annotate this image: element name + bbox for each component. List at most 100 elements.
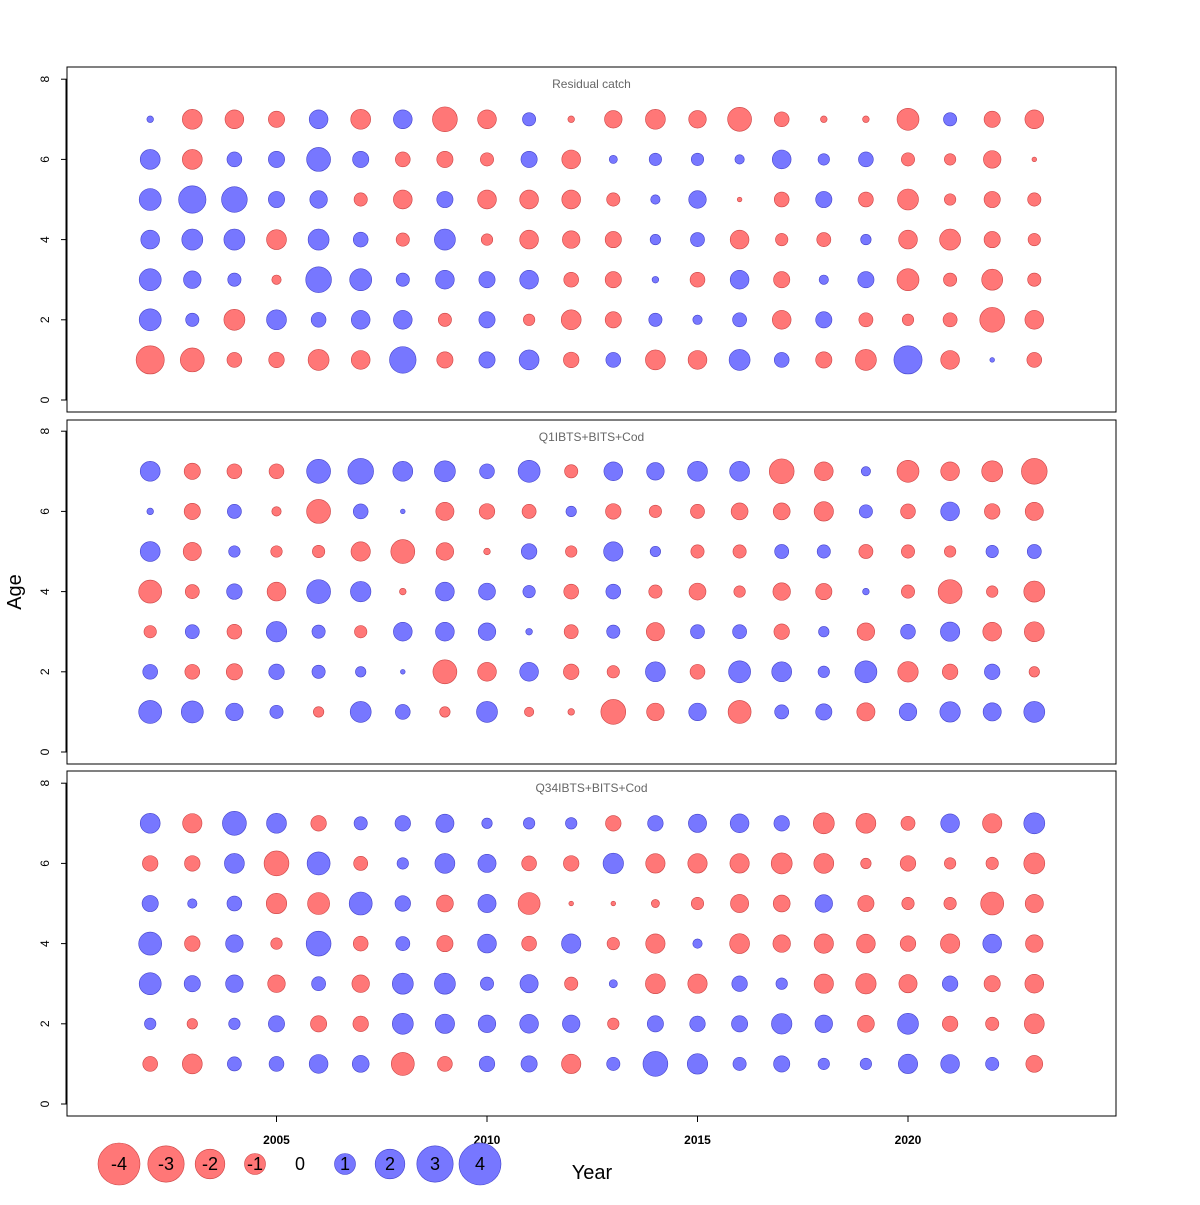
bubble-positive [226,583,243,600]
bubble-negative [183,502,201,520]
bubble-negative [182,109,203,130]
bubble-negative [980,891,1005,916]
bubble-negative [770,852,793,875]
bubble-positive [226,151,243,168]
bubble-negative [729,933,750,954]
bubble-negative [483,547,491,556]
bubble-negative [944,193,957,206]
bubble-positive [138,972,162,996]
bubble-negative [813,501,834,522]
bubble-positive [139,149,161,170]
bubble-positive [859,1057,872,1070]
bubble-negative [266,229,287,250]
bubble-negative [223,308,246,331]
bubble-negative [519,229,539,250]
legend-label: -3 [158,1154,174,1174]
y-tick-label: 0 [38,396,52,403]
bubble-negative [567,708,575,716]
bubble-positive [183,270,202,289]
bubble-positive [690,232,705,247]
bubble-positive [395,272,410,287]
bubble-positive [729,270,750,290]
bubble-negative [942,1015,959,1032]
bubble-positive [898,1053,918,1074]
x-tick-label: 2015 [684,1133,711,1147]
bubble-positive [435,581,455,602]
bubble-positive [139,541,161,562]
bubble-positive [521,543,538,560]
bubble-positive [858,151,874,168]
bubble-negative [436,351,454,369]
bubble-negative [733,585,746,598]
bubble-negative [606,665,620,679]
bubble-negative [480,152,494,167]
bubble-negative [983,150,1002,169]
bubble-negative [772,894,791,913]
bubble-positive [814,1014,833,1033]
bubble-negative [645,349,666,371]
bubble-positive [222,811,247,836]
legend-label: 0 [295,1154,305,1174]
bubble-positive [731,1015,749,1033]
bubble-negative [736,196,743,203]
bubble-negative [687,350,708,370]
bubble-positive [605,352,622,368]
y-tick-label: 8 [38,428,52,435]
bubble-negative [435,502,455,521]
bubble-negative [1025,1055,1044,1073]
legend-bubble [458,1142,502,1186]
bubble-positive [227,1056,242,1072]
bubble-negative [561,189,581,210]
bubble-negative [727,107,752,132]
bubble-negative [942,663,959,680]
bubble-positive [647,815,664,832]
bubble-positive [225,934,244,953]
bubble-negative [437,1056,453,1072]
bubble-positive [814,894,833,913]
bubble-negative [942,312,958,328]
bubble-negative [226,623,243,640]
bubble-positive [400,508,406,515]
bubble-positive [728,349,751,371]
bubble-positive [352,150,370,168]
bubble-negative [901,313,915,326]
bubble-positive [393,109,413,129]
bubble-negative [524,706,535,717]
bubble-positive [690,152,705,166]
bubble-negative [944,545,957,558]
bubble-positive [393,310,413,330]
legend-label: -2 [202,1154,218,1174]
bubble-negative [604,231,622,249]
bubble-negative [896,268,920,292]
bubble-positive [353,816,368,831]
bubble-positive [603,541,624,562]
bubble-positive [519,1014,539,1034]
bubble-negative [436,894,454,913]
bubble-negative [353,856,369,871]
bubble-positive [266,309,287,331]
bubble-positive [395,704,411,720]
bubble-positive [266,813,287,834]
bubble-negative [773,623,790,640]
bubble-positive [434,228,456,251]
bubble-negative [307,892,330,915]
bubble-negative [982,813,1003,834]
bubble-negative [560,309,582,331]
bubble-positive [138,268,162,292]
bubble-positive [690,624,705,640]
bubble-negative [604,271,622,289]
bubble-positive [225,974,244,993]
bubble-positive [146,507,154,516]
bubble-positive [228,545,241,558]
bubble-positive [181,228,204,251]
bubble-negative [944,153,957,166]
bubble-negative [1024,109,1044,129]
bubble-negative [436,150,454,168]
bubble-positive [940,1054,960,1074]
bubble-positive [306,147,331,172]
bubble-positive [400,669,406,675]
bubble-positive [178,185,207,214]
bubble-negative [1024,621,1045,642]
bubble-negative [268,110,285,128]
y-tick-label: 4 [38,236,52,243]
